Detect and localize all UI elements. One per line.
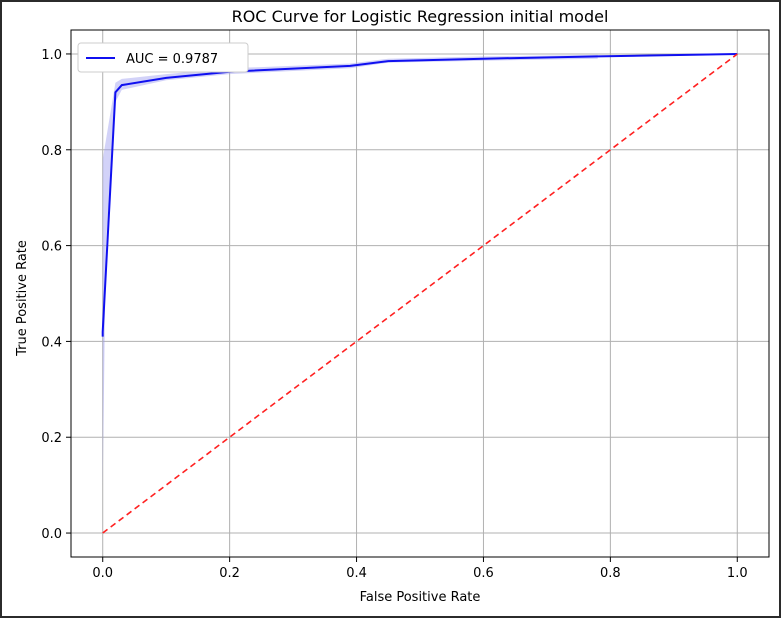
y-tick-label: 0.0 bbox=[41, 527, 62, 542]
x-tick-label: 0.2 bbox=[219, 566, 240, 581]
chart-title: ROC Curve for Logistic Regression initia… bbox=[232, 7, 609, 26]
legend: AUC = 0.9787 bbox=[77, 42, 249, 73]
legend-entry-label: AUC = 0.9787 bbox=[126, 52, 218, 67]
y-tick-label: 0.2 bbox=[41, 431, 62, 446]
x-tick-label: 0.4 bbox=[346, 566, 367, 581]
x-tick-label: 0.6 bbox=[473, 566, 494, 581]
x-axis-label: False Positive Rate bbox=[360, 590, 481, 605]
y-tick-label: 1.0 bbox=[41, 48, 62, 63]
y-tick-label: 0.8 bbox=[41, 144, 62, 159]
x-tick-label: 0.0 bbox=[92, 566, 113, 581]
legend-box bbox=[77, 42, 249, 73]
ticks: 0.0 0.2 0.4 0.6 0.8 1.0 0.0 0.2 0.4 0.6 0.8 1.0 bbox=[41, 48, 747, 581]
y-tick-label: 0.6 bbox=[41, 240, 62, 255]
plot-frame bbox=[70, 29, 770, 558]
y-axis-label: True Positive Rate bbox=[15, 240, 30, 357]
y-tick-label: 0.4 bbox=[41, 335, 62, 350]
grid bbox=[71, 30, 769, 557]
x-tick-label: 1.0 bbox=[727, 566, 748, 581]
plot-area bbox=[71, 30, 769, 557]
x-tick-label: 0.8 bbox=[600, 566, 621, 581]
chance-diagonal-line bbox=[102, 53, 738, 534]
